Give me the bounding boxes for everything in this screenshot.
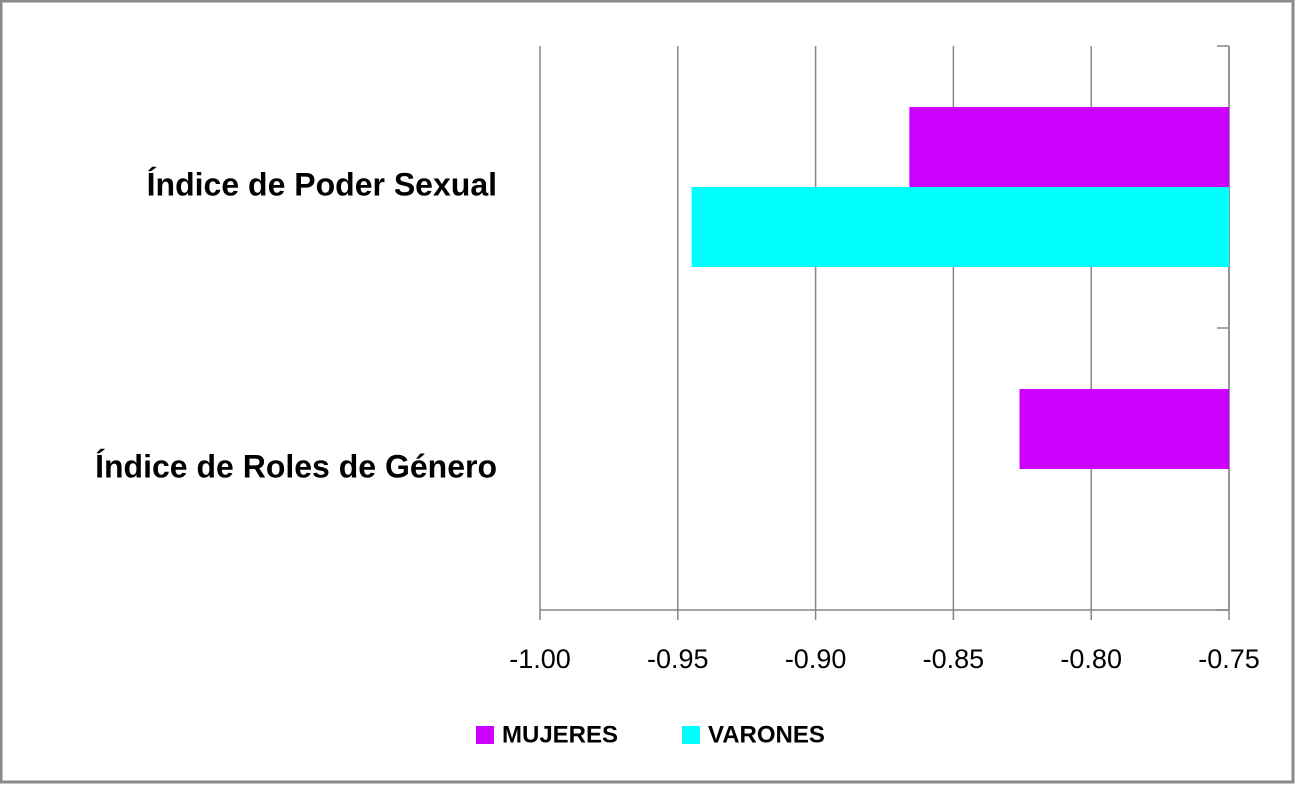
x-tick-label: -0.85: [923, 644, 985, 674]
legend-label: MUJERES: [502, 721, 618, 748]
legend-label: VARONES: [708, 721, 825, 748]
y-tick-label: Índice de Roles de Género: [95, 448, 497, 484]
bar: [691, 187, 1229, 267]
bar: [1019, 389, 1229, 469]
x-tick-label: -0.80: [1060, 644, 1122, 674]
x-tick-label: -0.75: [1198, 644, 1260, 674]
x-tick-label: -0.90: [785, 644, 847, 674]
y-tick-label: Índice de Poder Sexual: [147, 166, 497, 202]
x-tick-label: -1.00: [509, 644, 571, 674]
legend-swatch: [682, 726, 700, 744]
legend-swatch: [476, 726, 494, 744]
bar: [909, 107, 1229, 187]
x-tick-label: -0.95: [647, 644, 709, 674]
